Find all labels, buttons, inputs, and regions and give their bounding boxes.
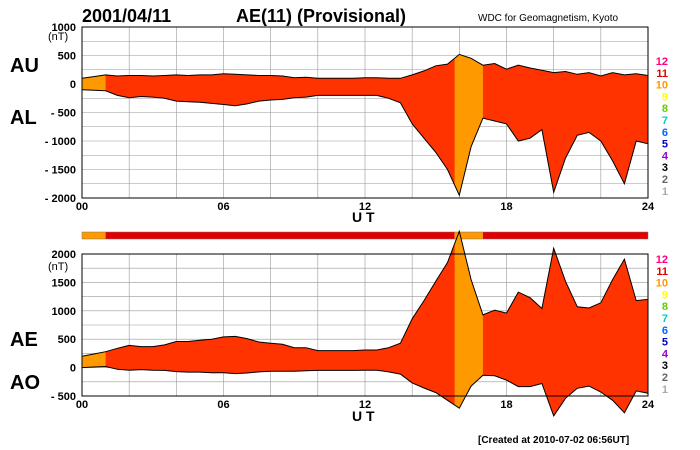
activity-bar <box>81 231 649 240</box>
created-note: [Created at 2010-07-02 06:56UT] <box>478 435 629 446</box>
legend-level-3: 3 <box>662 360 668 372</box>
activity-segment <box>105 232 455 239</box>
legend-level-10: 10 <box>656 278 668 290</box>
ae-ao-xlabel: U T <box>352 408 375 424</box>
legend-level-2: 2 <box>662 174 668 186</box>
x-tick-label: 24 <box>642 201 655 213</box>
ae-ao-unit: (nT) <box>48 261 68 273</box>
x-tick-label: 00 <box>76 201 88 213</box>
series-line-al <box>81 89 649 197</box>
al-label: AL <box>10 107 37 129</box>
y-tick-label: 0 <box>70 79 76 91</box>
legend-level-5: 5 <box>662 337 668 349</box>
legend-level-1: 1 <box>662 384 668 396</box>
x-tick-label: 00 <box>76 399 88 411</box>
legend-level-1: 1 <box>662 186 668 198</box>
x-tick-label: 12 <box>359 201 371 213</box>
series-line-ae <box>81 229 649 357</box>
activity-bar-frame <box>81 231 649 240</box>
legend-level-4: 4 <box>662 348 669 360</box>
legend-level-5: 5 <box>662 139 668 151</box>
activity-segment <box>482 232 648 239</box>
x-tick-label: 24 <box>642 399 655 411</box>
legend-level-11: 11 <box>656 68 668 80</box>
x-tick-label: 06 <box>217 201 229 213</box>
au-al-xlabel: U T <box>352 209 375 225</box>
y-tick-label: - 2000 <box>45 193 76 205</box>
legend-level-9: 9 <box>662 289 668 301</box>
legend-level-3: 3 <box>662 162 668 174</box>
legend-level-2: 2 <box>662 372 668 384</box>
y-tick-label: 500 <box>58 51 76 63</box>
legend-level-4: 4 <box>662 150 669 162</box>
area-fill-au <box>82 54 648 196</box>
plot-frame <box>81 253 649 397</box>
legend-level-8: 8 <box>662 103 668 115</box>
y-tick-label: 1000 <box>52 22 76 34</box>
ao-label: AO <box>10 372 40 394</box>
legend-level-10: 10 <box>656 80 668 92</box>
x-tick-label: 06 <box>217 399 229 411</box>
y-tick-label: 1500 <box>52 277 76 289</box>
chart-date: 2001/04/11 <box>82 6 171 26</box>
activity-segment <box>454 232 483 239</box>
activity-segment <box>82 232 106 239</box>
legend-level-12: 12 <box>656 56 668 68</box>
y-tick-label: 2000 <box>52 249 76 261</box>
x-tick-label: 18 <box>500 201 512 213</box>
legend-level-6: 6 <box>662 127 668 139</box>
legend-level-12: 12 <box>656 254 668 266</box>
x-tick-label: 18 <box>500 399 512 411</box>
series-line-ao <box>81 365 649 417</box>
y-tick-label: - 500 <box>51 391 76 403</box>
legend-level-9: 9 <box>662 91 668 103</box>
chart-title: AE(11) (Provisional) <box>236 6 406 26</box>
y-tick-label: 0 <box>70 363 76 375</box>
y-tick-label: - 1000 <box>45 136 76 148</box>
data-source: WDC for Geomagnetism, Kyoto <box>478 13 618 24</box>
legend-level-6: 6 <box>662 325 668 337</box>
au-al-unit: (nT) <box>48 31 68 43</box>
y-tick-label: - 500 <box>51 108 76 120</box>
legend-level-7: 7 <box>662 313 668 325</box>
legend-level-8: 8 <box>662 301 668 313</box>
y-tick-label: - 1500 <box>45 165 76 177</box>
legend-level-11: 11 <box>656 266 668 278</box>
ae-label: AE <box>10 329 38 351</box>
area-fill-ae <box>82 231 648 416</box>
y-tick-label: 1000 <box>52 306 76 318</box>
plot-frame <box>81 26 649 199</box>
series-line-au <box>81 53 649 79</box>
legend-level-7: 7 <box>662 115 668 127</box>
y-tick-label: 500 <box>58 334 76 346</box>
x-tick-label: 12 <box>359 399 371 411</box>
au-label: AU <box>10 55 39 77</box>
